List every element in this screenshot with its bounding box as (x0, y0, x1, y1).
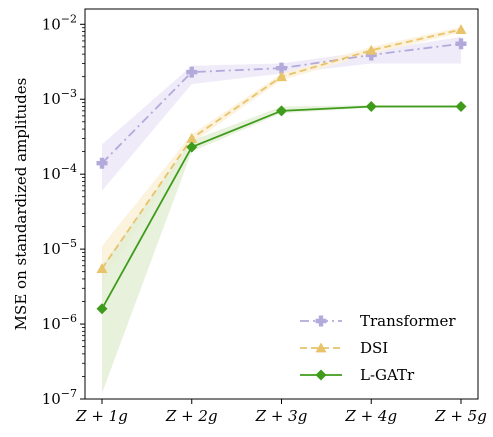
legend-marker (315, 315, 327, 327)
y-axis-label: MSE on standardized amplitudes (12, 78, 30, 331)
y-tick-exponent: −2 (61, 12, 77, 25)
legend-marker (315, 342, 327, 353)
y-tick-label: 10−3 (42, 87, 77, 108)
point-l-gatr (365, 101, 377, 112)
point-dsi (186, 132, 198, 143)
y-tick-base: 10 (42, 90, 61, 108)
y-tick-base: 10 (42, 315, 61, 333)
point-l-gatr (455, 101, 467, 112)
point-dsi (96, 263, 108, 273)
y-tick-label: 10−4 (42, 162, 77, 183)
y-tick-base: 10 (42, 240, 61, 258)
legend-label: Transformer (360, 312, 456, 330)
x-tick-label: Z + 4g (344, 407, 397, 425)
point-dsi (455, 24, 467, 34)
series-markers (96, 24, 467, 315)
y-tick-exponent: −3 (61, 87, 77, 100)
y-tick-exponent: −5 (61, 237, 77, 250)
x-tick-label: Z + 2g (165, 407, 218, 425)
legend-marker (315, 369, 327, 381)
x-tick-label: Z + 1g (75, 407, 128, 425)
y-tick-base: 10 (42, 390, 61, 408)
y-tick-base: 10 (42, 165, 61, 183)
point-l-gatr (276, 105, 287, 117)
point-transformer (455, 38, 467, 50)
point-transformer (365, 49, 377, 61)
x-tick-label: Z + 5g (434, 407, 487, 425)
point-transformer (186, 66, 198, 78)
y-tick-exponent: −6 (61, 312, 77, 325)
y-tick-exponent: −4 (61, 162, 77, 175)
point-transformer (276, 62, 287, 74)
legend-label: DSI (360, 339, 388, 357)
x-tick-label: Z + 3g (255, 407, 308, 425)
y-tick-base: 10 (42, 15, 61, 33)
y-tick-label: 10−7 (42, 387, 77, 408)
point-l-gatr (96, 303, 108, 315)
legend: Transformer DSI L-GATr (300, 312, 456, 384)
point-dsi (365, 44, 377, 55)
y-tick-label: 10−6 (42, 312, 77, 333)
legend-label: L-GATr (360, 366, 415, 384)
point-l-gatr (186, 141, 198, 153)
y-axis-ticks: 10−710−610−510−410−310−2 (42, 12, 85, 408)
point-transformer (96, 157, 108, 169)
x-axis-ticks: Z + 1g Z + 2g Z + 3g Z + 4g Z + 5g (75, 399, 487, 425)
y-tick-exponent: −7 (61, 387, 77, 400)
y-tick-label: 10−2 (42, 12, 77, 33)
band-l-gatr (102, 105, 461, 394)
y-tick-label: 10−5 (42, 237, 77, 258)
point-dsi (276, 71, 287, 82)
